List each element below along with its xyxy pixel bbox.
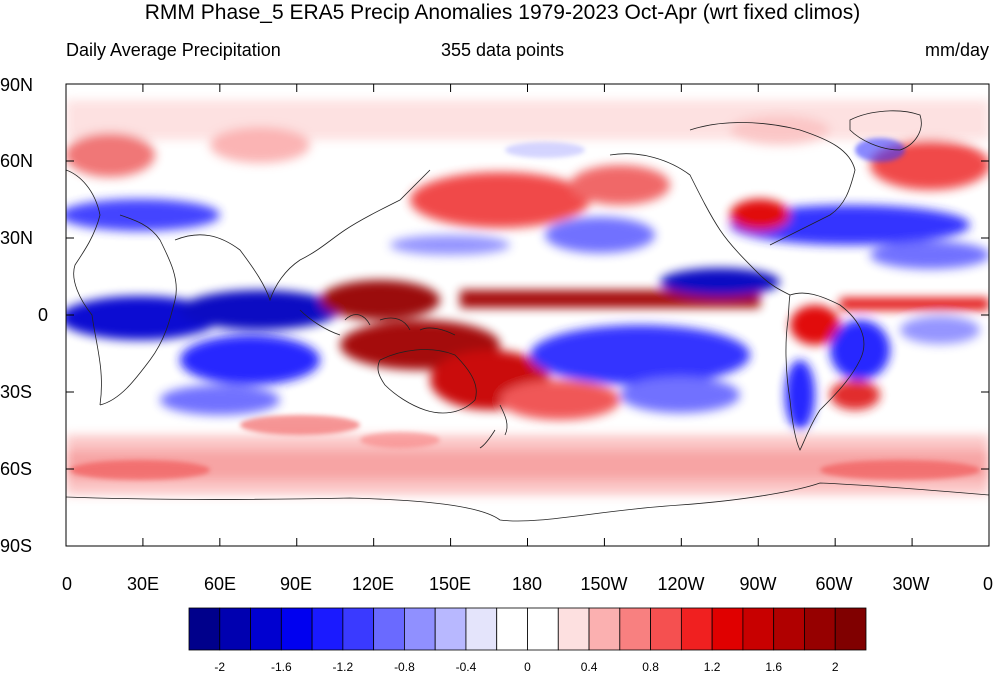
colorbar-tick-label: 1.6 [765, 660, 783, 674]
map-title: RMM Phase_5 ERA5 Precip Anomalies 1979-2… [144, 1, 861, 24]
coastlines [66, 110, 989, 522]
lon-label-60e: 60E [203, 574, 237, 594]
lon-label-90w: 90W [739, 574, 777, 594]
lat-label-30n: 30N [0, 228, 34, 248]
colorbar-tick-label: 0.8 [642, 660, 659, 674]
lon-label-150e: 150E [428, 574, 472, 594]
lon-label-60w: 60W [815, 574, 853, 594]
colorbar-swatch [188, 607, 221, 651]
lon-label-30w: 30W [892, 574, 930, 594]
colorbar-swatch [465, 607, 498, 651]
lat-label-60n: 60N [0, 151, 34, 171]
colorbar-swatch [342, 607, 375, 651]
lon-label-90e: 90E [279, 574, 313, 594]
colorbar-tick-label: 0.4 [580, 660, 598, 674]
colorbar-swatch [834, 607, 867, 651]
colorbar-swatch [680, 607, 713, 651]
colorbar-tick-label: -1.6 [270, 660, 292, 674]
colorbar-tick-label: -0.8 [394, 660, 415, 674]
lon-label-120e: 120E [351, 574, 395, 594]
lat-label-90s: 90S [0, 536, 33, 556]
colorbar-swatch [711, 607, 744, 651]
colorbar-swatch [804, 607, 836, 651]
lon-label-0: 0 [61, 574, 72, 594]
colorbar-swatch [280, 607, 313, 651]
colorbar-swatch [434, 607, 467, 651]
colorbar [188, 607, 867, 651]
colorbar-swatch [373, 607, 405, 651]
colorbar-swatch [742, 607, 775, 651]
lat-label-30s: 30S [0, 382, 33, 402]
colorbar-swatch [311, 607, 344, 651]
colorbar-swatch [557, 607, 590, 651]
lon-label-120w: 120W [657, 574, 705, 594]
colorbar-tick-label: 1.2 [703, 660, 721, 674]
colorbar-swatch [219, 607, 251, 651]
lon-label-0-right: 0 [982, 574, 993, 594]
colorbar-swatch [250, 607, 282, 651]
colorbar-tick-label: -2 [214, 660, 226, 674]
colorbar-swatch [496, 607, 528, 651]
lat-label-90n: 90N [0, 75, 34, 95]
units-label: mm/day [924, 40, 989, 60]
anomaly-field [66, 84, 989, 546]
colorbar-tick-label: 2 [831, 660, 839, 674]
colorbar-swatch [404, 607, 436, 651]
colorbar-swatch [588, 607, 621, 651]
colorbar-tick-label: -0.4 [455, 660, 477, 674]
colorbar-swatch [527, 607, 559, 651]
colorbar-swatch [650, 607, 682, 651]
center-subtitle: 355 data points [440, 40, 565, 60]
colorbar-swatch [773, 607, 805, 651]
colorbar-tick-label: 0 [524, 660, 531, 674]
lon-label-30e: 30E [126, 574, 160, 594]
left-subtitle: Daily Average Precipitation [66, 40, 281, 60]
colorbar-tick-label: -1.2 [332, 660, 354, 674]
lon-label-180: 180 [511, 574, 543, 594]
lat-label-60s: 60S [0, 459, 33, 479]
colorbar-swatch [619, 607, 651, 651]
lat-label-eq: 0 [38, 305, 49, 325]
lon-label-150w: 150W [580, 574, 628, 594]
